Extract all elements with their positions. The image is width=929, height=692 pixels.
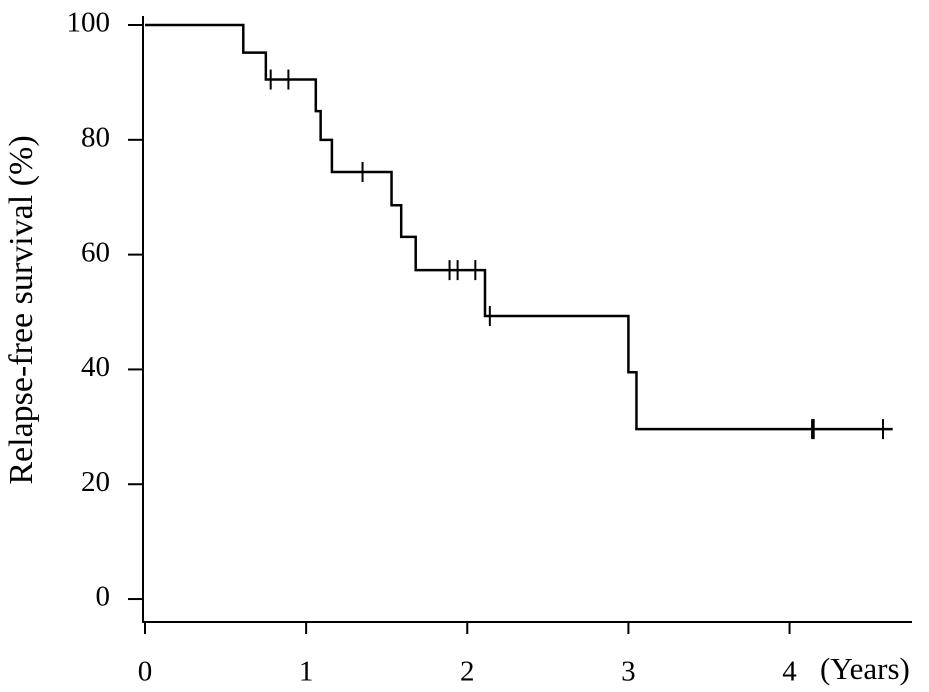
y-tick-label: 100 [67,7,111,39]
y-tick-label: 40 [81,351,110,383]
x-tick-label: 3 [621,656,636,688]
x-tick-label: 4 [782,656,797,688]
y-tick-label: 20 [81,466,110,498]
x-tick-label: 1 [299,656,314,688]
y-tick-label: 0 [96,581,111,613]
x-tick-label: 2 [460,656,475,688]
y-tick-label: 60 [81,236,110,268]
y-axis-title: Relapse-free survival (%) [3,135,40,484]
survival-curve [145,23,893,431]
x-tick-label: 0 [138,656,153,688]
y-tick-label: 80 [81,121,110,153]
x-axis-title: (Years) [820,651,910,686]
